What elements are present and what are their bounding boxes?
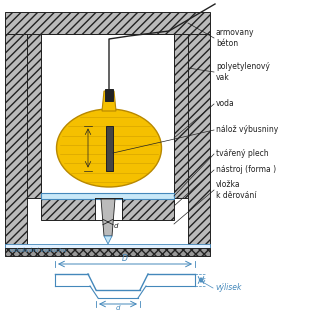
Text: tvářený plech: tvářený plech bbox=[216, 150, 268, 158]
Text: vložka
k děrování: vložka k děrování bbox=[216, 180, 256, 200]
Bar bbox=[5, 34, 27, 248]
Bar bbox=[5, 12, 210, 34]
Text: D: D bbox=[122, 254, 128, 263]
Text: d: d bbox=[114, 223, 119, 229]
Ellipse shape bbox=[56, 109, 162, 187]
Bar bbox=[188, 34, 210, 248]
Bar bbox=[5, 248, 210, 256]
Polygon shape bbox=[104, 236, 112, 244]
Bar bbox=[95, 198, 122, 220]
Bar bbox=[41, 34, 174, 198]
Text: d: d bbox=[116, 305, 120, 311]
Text: výlisek: výlisek bbox=[215, 283, 241, 293]
Text: polyetylenový
vak: polyetylenový vak bbox=[216, 62, 270, 82]
Bar bbox=[41, 198, 95, 220]
Bar bbox=[105, 89, 113, 101]
Text: s: s bbox=[202, 277, 206, 283]
Text: odsávání vzduchu: odsávání vzduchu bbox=[10, 248, 67, 253]
Bar bbox=[41, 193, 174, 199]
Bar bbox=[122, 198, 174, 220]
Bar bbox=[5, 244, 210, 256]
Text: nálož výbusniny: nálož výbusniny bbox=[216, 126, 278, 134]
Bar bbox=[174, 34, 188, 198]
Bar bbox=[106, 126, 113, 171]
Text: H: H bbox=[77, 145, 82, 151]
Bar bbox=[27, 34, 41, 198]
Text: voda: voda bbox=[216, 99, 235, 109]
Text: nástroj (forma ): nástroj (forma ) bbox=[216, 166, 276, 174]
Polygon shape bbox=[102, 91, 116, 111]
Text: armovany
béton: armovany béton bbox=[216, 28, 254, 48]
Polygon shape bbox=[101, 199, 115, 236]
